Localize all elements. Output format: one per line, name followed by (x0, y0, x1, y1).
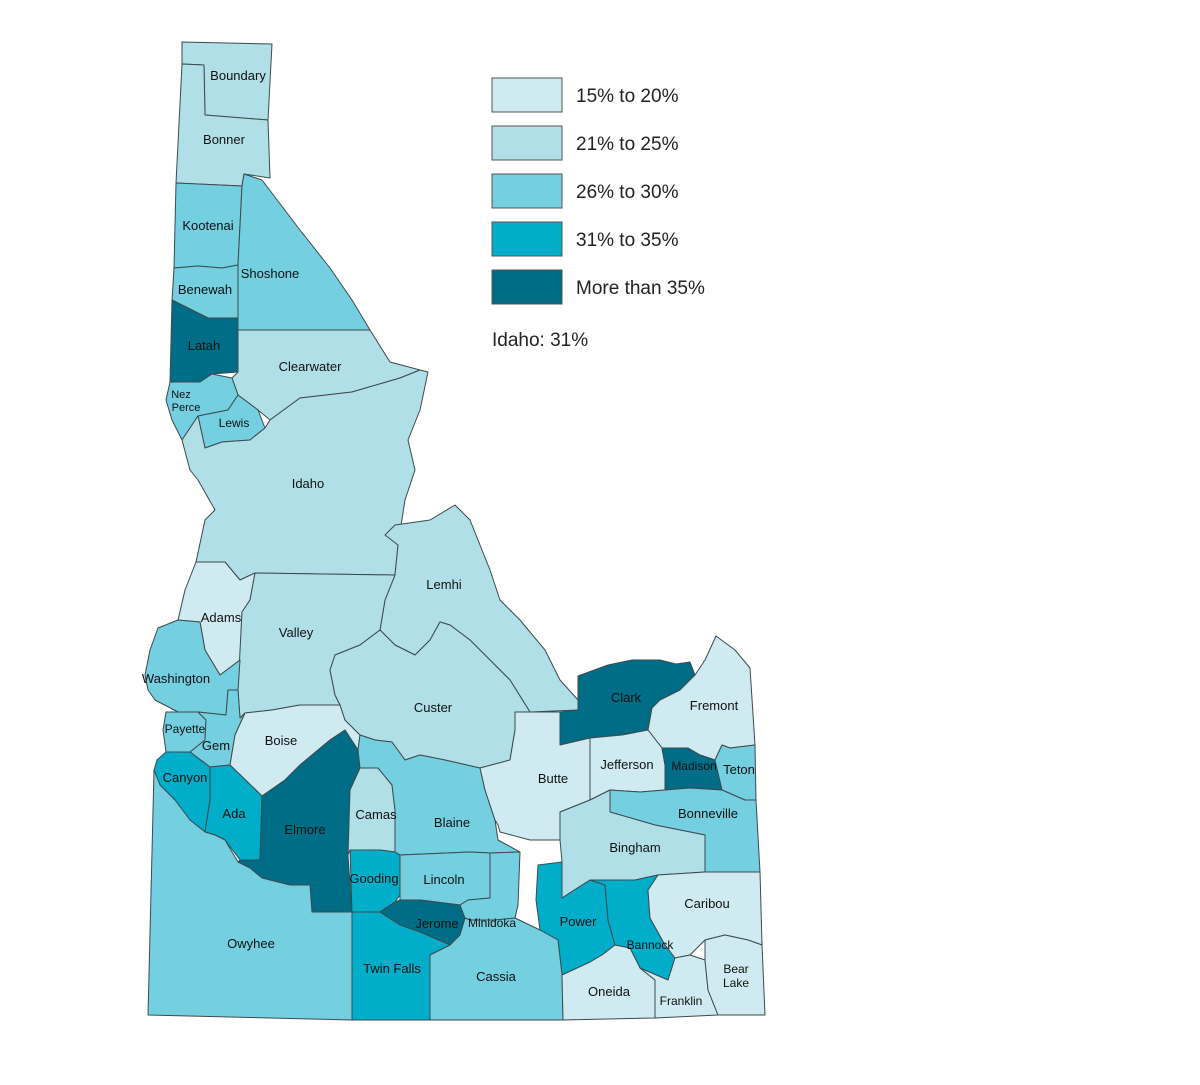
county-label-benewah: Benewah (178, 282, 232, 297)
county-label-nezperce-line1: Nez (171, 389, 191, 401)
county-oneida[interactable] (561, 944, 656, 1021)
legend-swatch (491, 221, 563, 257)
county-label-nezperce-line2: Perce (172, 402, 201, 414)
county-label-madison: Madison (671, 759, 716, 773)
county-label-clearwater: Clearwater (279, 359, 343, 374)
county-label-teton: Teton (723, 762, 755, 777)
county-labels: Boundary Bonner Kootenai Shoshone Benewa… (142, 68, 755, 1008)
county-label-elmore: Elmore (284, 822, 325, 837)
legend: 15% to 20% 21% to 25% 26% to 30% 31% to … (491, 77, 705, 351)
county-label-gooding: Gooding (349, 871, 398, 886)
county-label-clark: Clark (611, 690, 642, 705)
county-label-kootenai: Kootenai (182, 218, 233, 233)
county-label-franklin: Franklin (660, 994, 703, 1008)
county-shapes (144, 41, 766, 1021)
legend-item: 21% to 25% (491, 125, 679, 161)
county-label-washington: Washington (142, 671, 210, 686)
county-label-bearlake-line1: Bear (723, 962, 748, 976)
legend-swatch (491, 77, 563, 113)
county-label-minidoka: Minidoka (468, 916, 516, 930)
county-label-lewis: Lewis (219, 416, 250, 430)
state-average-note: Idaho: 31% (492, 330, 588, 351)
county-label-bearlake-line2: Lake (723, 976, 749, 990)
county-shoshone[interactable] (237, 173, 371, 331)
county-label-twinfalls: Twin Falls (363, 961, 421, 976)
legend-item: 26% to 30% (491, 173, 679, 209)
county-label-adams: Adams (201, 610, 242, 625)
county-ada[interactable] (204, 764, 263, 861)
county-label-latah: Latah (188, 338, 221, 353)
county-label-payette: Payette (165, 722, 206, 736)
legend-item: 31% to 35% (491, 221, 679, 257)
legend-item: More than 35% (491, 269, 705, 305)
county-label-lemhi: Lemhi (426, 577, 462, 592)
county-label-camas: Camas (355, 807, 397, 822)
legend-label: 26% to 30% (576, 182, 679, 203)
legend-label: More than 35% (576, 278, 705, 299)
county-butte[interactable] (479, 711, 591, 841)
county-bearlake[interactable] (704, 934, 766, 1016)
county-label-bingham: Bingham (609, 840, 660, 855)
county-label-lincoln: Lincoln (423, 872, 464, 887)
county-label-power: Power (560, 914, 598, 929)
county-label-ada: Ada (222, 806, 246, 821)
county-label-cassia: Cassia (476, 969, 517, 984)
county-label-bannock: Bannock (627, 938, 675, 952)
county-label-oneida: Oneida (588, 984, 631, 999)
legend-label: 31% to 35% (576, 230, 679, 251)
county-label-owyhee: Owyhee (227, 936, 275, 951)
county-label-boise: Boise (265, 733, 298, 748)
legend-item: 15% to 20% (491, 77, 679, 113)
county-label-gem: Gem (202, 738, 230, 753)
legend-swatch (491, 125, 563, 161)
county-label-bonneville: Bonneville (678, 806, 738, 821)
county-label-blaine: Blaine (434, 815, 470, 830)
legend-label: 15% to 20% (576, 86, 679, 107)
county-label-shoshone: Shoshone (241, 266, 300, 281)
legend-swatch (491, 269, 563, 305)
county-label-idaho: Idaho (292, 476, 325, 491)
county-label-bonner: Bonner (203, 132, 246, 147)
county-label-jefferson: Jefferson (600, 757, 653, 772)
legend-swatch (491, 173, 563, 209)
county-label-jerome: Jerome (415, 916, 458, 931)
county-label-custer: Custer (414, 700, 453, 715)
legend-label: 21% to 25% (576, 134, 679, 155)
county-label-canyon: Canyon (163, 770, 208, 785)
county-label-butte: Butte (538, 771, 568, 786)
county-label-valley: Valley (279, 625, 314, 640)
county-idaho[interactable] (181, 369, 429, 581)
county-label-fremont: Fremont (690, 698, 739, 713)
county-label-boundary: Boundary (210, 68, 266, 83)
county-label-caribou: Caribou (684, 896, 730, 911)
